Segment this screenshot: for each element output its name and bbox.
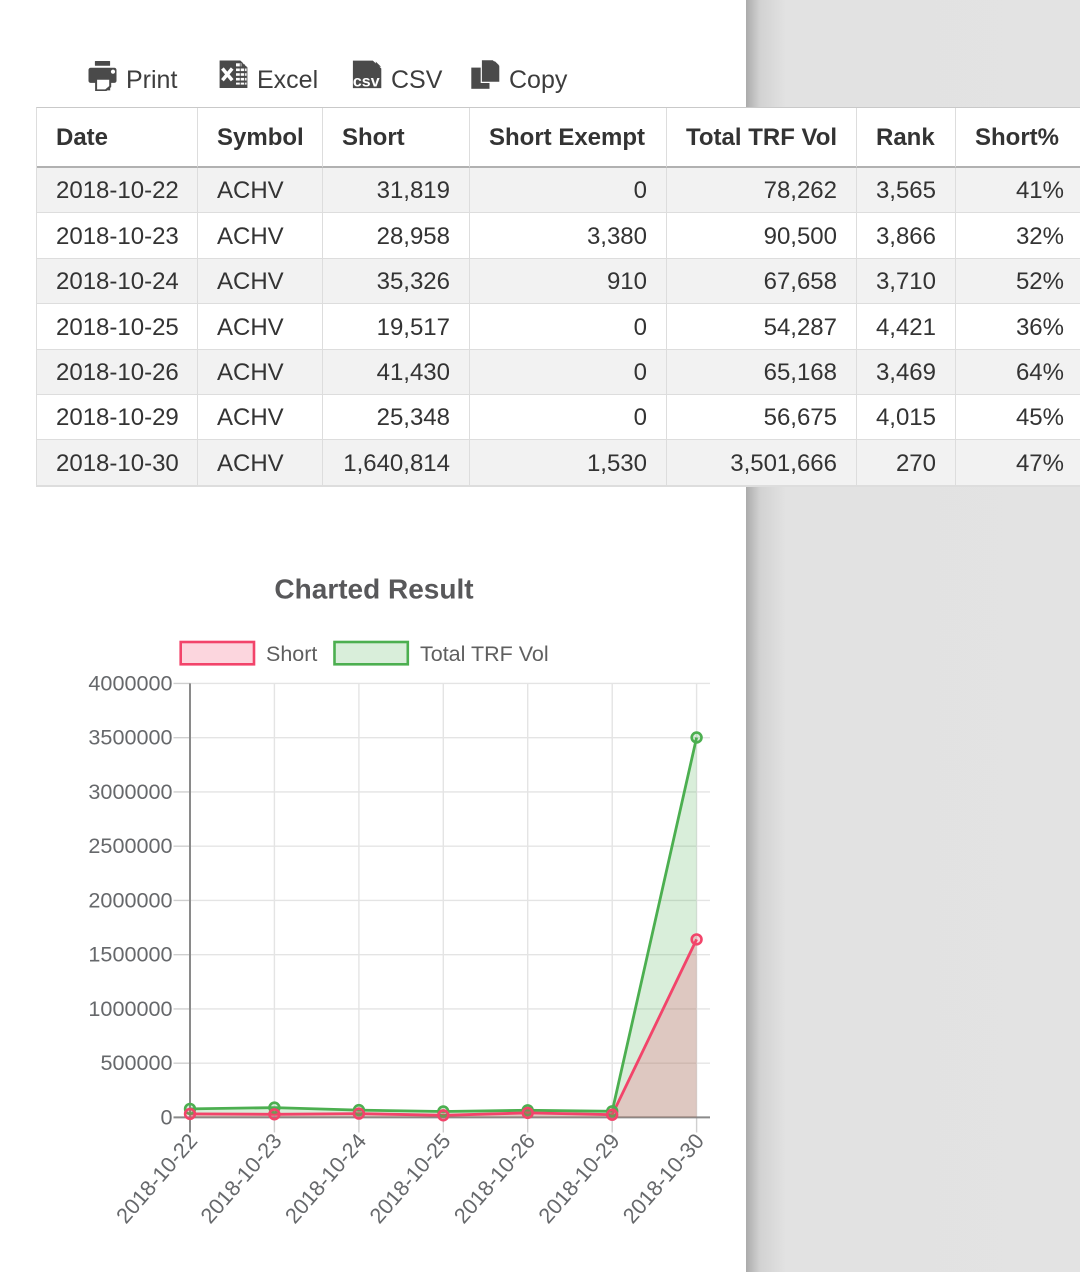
svg-text:1000000: 1000000 bbox=[88, 996, 172, 1021]
svg-text:4000000: 4000000 bbox=[88, 670, 172, 695]
svg-text:2500000: 2500000 bbox=[88, 833, 172, 858]
svg-text:2018-10-29: 2018-10-29 bbox=[533, 1128, 624, 1228]
svg-text:Short: Short bbox=[266, 642, 317, 666]
svg-text:2018-10-22: 2018-10-22 bbox=[111, 1128, 202, 1228]
svg-text:Charted Result: Charted Result bbox=[274, 574, 473, 605]
svg-text:1500000: 1500000 bbox=[88, 942, 172, 967]
svg-text:csv: csv bbox=[353, 74, 380, 89]
svg-text:500000: 500000 bbox=[100, 1050, 172, 1075]
svg-text:2018-10-24: 2018-10-24 bbox=[280, 1128, 371, 1228]
svg-text:2018-10-23: 2018-10-23 bbox=[195, 1128, 286, 1228]
svg-text:0: 0 bbox=[160, 1104, 172, 1129]
svg-text:2018-10-25: 2018-10-25 bbox=[364, 1128, 455, 1228]
svg-text:2018-10-26: 2018-10-26 bbox=[449, 1128, 540, 1228]
svg-text:2018-10-30: 2018-10-30 bbox=[618, 1128, 709, 1228]
svg-text:3000000: 3000000 bbox=[88, 779, 172, 804]
svg-text:Total TRF Vol: Total TRF Vol bbox=[420, 642, 549, 666]
svg-text:2000000: 2000000 bbox=[88, 887, 172, 912]
svg-text:3500000: 3500000 bbox=[88, 725, 172, 750]
